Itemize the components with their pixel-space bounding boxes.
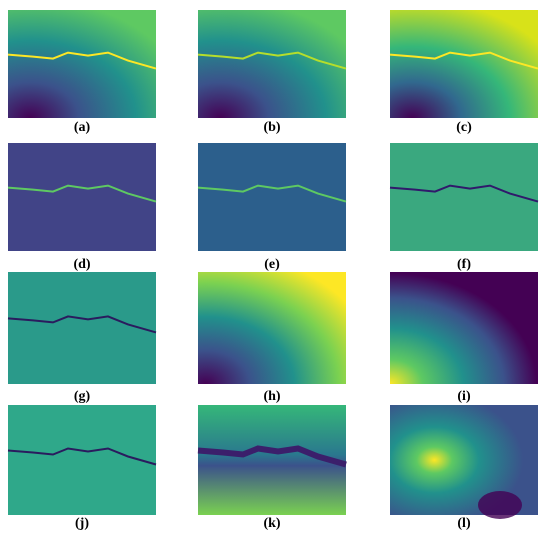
panel-image: [390, 10, 538, 118]
crack: [389, 51, 539, 70]
panel-image: [390, 143, 538, 251]
image-panel: [198, 272, 346, 384]
image-panel: [7, 405, 157, 515]
panel-label: (l): [457, 516, 471, 531]
image-panel: [7, 10, 157, 118]
panel-label: (b): [263, 120, 280, 135]
panel-image: [198, 143, 346, 251]
panel-label: (h): [263, 389, 280, 404]
panel-image: [8, 143, 156, 251]
image-panel: [197, 10, 347, 118]
panel-label: (d): [73, 257, 90, 272]
panel-image: [8, 405, 156, 515]
crack: [197, 184, 347, 203]
panel-image: [198, 272, 346, 384]
panel-blob: [478, 491, 522, 519]
panel-label: (f): [457, 257, 471, 272]
panel-label: (e): [264, 257, 280, 272]
panel-label: (g): [74, 389, 91, 404]
image-panel: [389, 10, 539, 118]
crack: [7, 315, 157, 334]
crack: [197, 445, 347, 468]
image-panel: [390, 405, 538, 519]
crack: [7, 51, 157, 70]
crack: [197, 51, 347, 70]
crack: [7, 447, 157, 466]
image-panel: [197, 143, 347, 251]
panel-label: (k): [263, 516, 280, 531]
image-panel: [389, 143, 539, 251]
crack: [389, 184, 539, 203]
panel-label: (a): [74, 120, 91, 135]
panel-label: (c): [456, 120, 472, 135]
panel-image: [390, 272, 538, 384]
panel-image: [198, 10, 346, 118]
image-panel: [7, 143, 157, 251]
image-panel: [197, 405, 347, 515]
crack: [7, 184, 157, 203]
image-panel: [7, 272, 157, 384]
panel-label: (j): [75, 516, 89, 531]
panel-image: [8, 272, 156, 384]
panel-image: [8, 10, 156, 118]
panel-label: (i): [457, 389, 471, 404]
image-panel: [390, 272, 538, 384]
